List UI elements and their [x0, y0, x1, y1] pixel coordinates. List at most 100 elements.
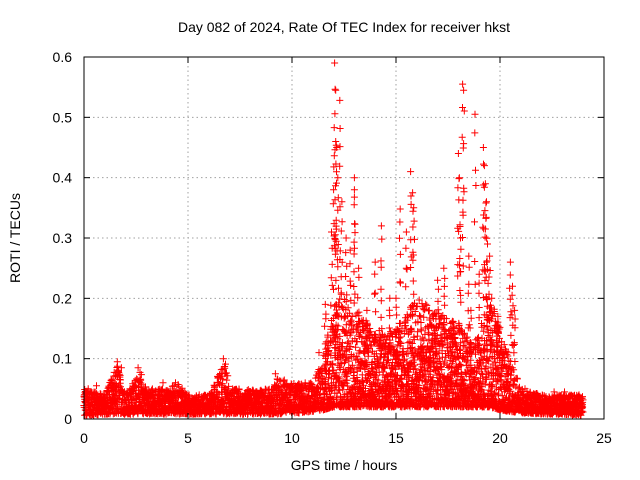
roti-point [330, 124, 338, 132]
roti-point [235, 385, 243, 393]
roti-peak-point [402, 228, 410, 236]
roti-point [336, 143, 344, 151]
roti-peak-point [355, 264, 363, 272]
roti-point [392, 303, 400, 311]
roti-peak-point [377, 222, 385, 230]
roti-point [377, 297, 385, 305]
roti-point [331, 302, 339, 310]
roti-peak-point [134, 364, 142, 372]
roti-point [513, 375, 521, 383]
roti-point [409, 223, 417, 231]
roti-point [117, 376, 124, 384]
roti-peak-point [371, 258, 379, 266]
roti-peak-point [336, 96, 344, 104]
roti-point [322, 315, 330, 323]
roti-point [410, 217, 418, 225]
roti-point [115, 369, 123, 376]
roti-point [337, 290, 345, 298]
roti-point [330, 285, 337, 293]
roti-peak-point [409, 189, 417, 197]
roti-point [411, 235, 418, 243]
roti-point [351, 229, 359, 237]
roti-point [402, 244, 410, 252]
roti-point [219, 375, 227, 383]
roti-point [456, 255, 464, 262]
roti-point [350, 238, 358, 246]
roti-point [396, 278, 404, 286]
roti-point [416, 312, 424, 320]
roti-point [331, 110, 339, 118]
roti-point [170, 382, 178, 390]
roti-point [342, 273, 350, 280]
roti-point [407, 192, 415, 200]
roti-peak-point [334, 174, 342, 182]
roti-point [377, 263, 385, 271]
roti-peak-point [330, 186, 338, 194]
roti-point [457, 245, 465, 253]
roti-peak-point [448, 319, 456, 326]
roti-peak-point [331, 59, 339, 67]
roti-point [137, 379, 145, 387]
roti-peak-point [159, 379, 167, 387]
roti-peak-point [338, 198, 346, 206]
roti-peak-point [93, 382, 100, 390]
roti-peak-point [392, 294, 400, 302]
roti-peak-point [350, 186, 358, 194]
roti-peak-point [434, 276, 442, 284]
roti-point [137, 371, 145, 379]
roti-point [440, 292, 448, 300]
roti-point [377, 313, 385, 321]
roti-point [378, 235, 386, 243]
roti-point [225, 382, 233, 390]
roti-point [87, 400, 95, 408]
roti-point [328, 281, 336, 289]
roti-point [321, 322, 329, 330]
roti-point [372, 308, 380, 316]
roti-point [337, 227, 345, 235]
roti-point [212, 409, 220, 417]
roti-point [441, 301, 449, 309]
roti-point [410, 290, 418, 298]
roti-point [347, 281, 355, 289]
roti-point [396, 234, 403, 242]
roti-point [223, 376, 231, 384]
roti-point [355, 273, 363, 281]
roti-point [215, 379, 222, 387]
roti-point [393, 311, 401, 319]
roti-point [257, 386, 265, 394]
roti-point [407, 264, 415, 271]
roti-point [377, 257, 385, 265]
roti-point [455, 227, 463, 235]
roti-point [386, 312, 394, 320]
roti-point [409, 207, 417, 215]
roti-point [224, 372, 232, 380]
roti-peak-point [440, 264, 448, 272]
roti-point [222, 360, 229, 368]
roti-point [330, 152, 338, 160]
roti-point [441, 274, 449, 282]
roti-peak-point [321, 300, 329, 308]
roti-point [371, 289, 379, 297]
roti-peak-point [342, 234, 350, 242]
roti-point [350, 201, 358, 209]
roti-peak-point [332, 86, 340, 94]
roti-point [329, 200, 337, 208]
roti-point [352, 343, 360, 351]
roti-peak-point [407, 168, 415, 176]
roti-point [159, 385, 166, 393]
roti-peak-point [332, 138, 340, 145]
roti-point [331, 85, 339, 93]
roti-point [350, 283, 358, 290]
roti-point [425, 330, 433, 338]
roti-point [350, 250, 358, 258]
roti-peak-point [363, 306, 371, 314]
roti-point [409, 277, 417, 285]
roti-point [219, 365, 227, 373]
roti-point [178, 384, 186, 392]
roti-peak-point [454, 150, 462, 157]
roti-point [396, 218, 404, 226]
roti-point [351, 220, 359, 228]
data-points [80, 59, 587, 419]
roti-point [434, 297, 442, 305]
